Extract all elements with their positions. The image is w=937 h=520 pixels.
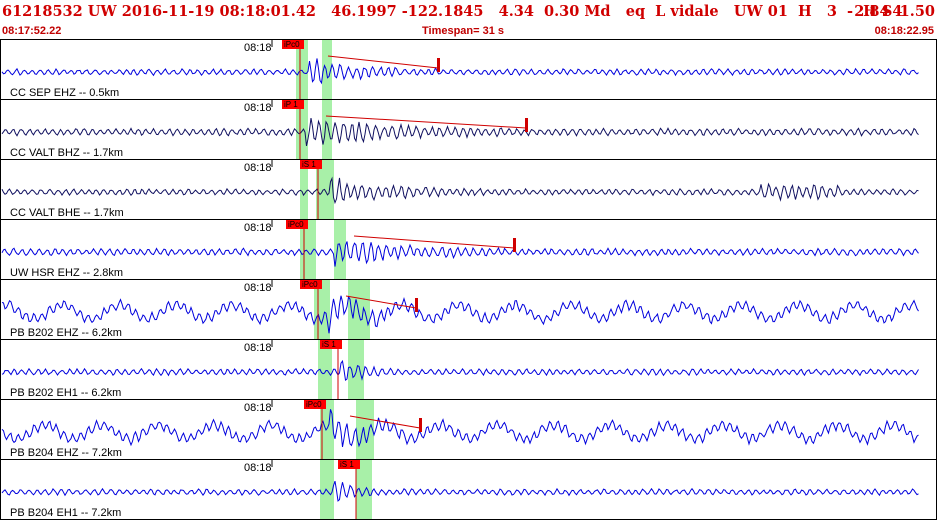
pick-label: iPc0 <box>284 40 300 49</box>
seismogram-panel[interactable]: 08:18 iPc0 CC SEP EHZ -- 0.5km 08:18 iP 1 CC … <box>0 39 937 520</box>
pick-window <box>296 99 308 159</box>
time-end: 08:18:22.95 <box>874 25 934 37</box>
channel-row[interactable]: 08:18 iPc0 PB B202 EHZ -- 6.2km <box>0 279 937 339</box>
waveform-trace <box>1 176 919 205</box>
pick-window <box>300 159 308 219</box>
coda-fit-line <box>345 295 417 309</box>
pick-flag[interactable] <box>300 160 322 169</box>
pick-window <box>296 39 308 99</box>
minute-tick-label: 08:18 <box>244 102 272 114</box>
pick-window <box>348 279 370 339</box>
minute-tick-label: 08:18 <box>244 162 272 174</box>
pick-window <box>322 39 332 99</box>
pick-flag[interactable] <box>338 460 360 469</box>
coda-marker <box>415 298 418 312</box>
minute-tick-label: 08:18 <box>244 462 272 474</box>
coda-fit-line <box>349 415 421 429</box>
minute-tick-label: 08:18 <box>244 342 272 354</box>
waveform-trace <box>1 118 919 147</box>
pick-window <box>356 459 372 519</box>
pick-window <box>316 159 334 219</box>
pick-window <box>322 99 332 159</box>
channel-label: UW HSR EHZ -- 2.8km <box>10 267 123 279</box>
channel-label: CC VALT BHZ -- 1.7km <box>10 147 123 159</box>
pick-flag[interactable] <box>286 220 308 229</box>
minute-tick-label: 08:18 <box>244 42 272 54</box>
scale-values: 2.84 1.50 <box>854 3 935 20</box>
pick-window <box>334 219 346 279</box>
pick-window <box>348 339 364 399</box>
channel-row[interactable]: 08:18 iPc0 UW HSR EHZ -- 2.8km <box>0 219 937 279</box>
coda-fit-line <box>327 55 439 69</box>
minute-tick-label: 08:18 <box>244 282 272 294</box>
waveform-trace <box>1 359 919 381</box>
channel-row[interactable]: 08:18 iPc0 PB B204 EHZ -- 7.2km <box>0 399 937 459</box>
coda-marker <box>513 238 516 252</box>
pick-flag[interactable] <box>304 400 326 409</box>
coda-fit-line <box>325 115 527 129</box>
pick-label: iS 1 <box>322 340 336 349</box>
coda-fit-line <box>353 235 515 249</box>
timespan-label: Timespan= 31 s <box>422 25 505 37</box>
pick-flag[interactable] <box>282 100 304 109</box>
waveform-trace <box>1 241 919 267</box>
channel-label: CC VALT BHE -- 1.7km <box>10 207 124 219</box>
pick-window <box>318 339 332 399</box>
waveform-trace <box>1 480 919 502</box>
pick-flag[interactable] <box>320 340 342 349</box>
event-info-line: 61218532 UW 2016-11-19 08:18:01.42 46.19… <box>2 3 903 20</box>
pick-label: iS 1 <box>302 160 316 169</box>
channel-label: PB B204 EHZ -- 7.2km <box>10 447 122 459</box>
coda-marker <box>525 118 528 132</box>
coda-marker <box>437 58 440 72</box>
minute-tick-label: 08:18 <box>244 222 272 234</box>
waveform-trace <box>1 58 919 85</box>
pick-label: iPc0 <box>306 400 322 409</box>
channel-label: PB B202 EH1 -- 6.2km <box>10 387 121 399</box>
waveform-trace <box>1 409 919 448</box>
pick-label: iPc0 <box>302 280 318 289</box>
channel-label: PB B202 EHZ -- 6.2km <box>10 327 122 339</box>
pick-flag[interactable] <box>300 280 322 289</box>
waveform-trace <box>1 295 919 334</box>
channel-label: PB B204 EH1 -- 7.2km <box>10 507 121 519</box>
pick-label: iS 1 <box>340 460 354 469</box>
pick-window <box>356 399 374 459</box>
channel-row[interactable]: 08:18 iS 1 CC VALT BHE -- 1.7km <box>0 159 937 219</box>
pick-flag[interactable] <box>282 40 304 49</box>
channel-row[interactable]: 08:18 iS 1 PB B204 EH1 -- 7.2km <box>0 459 937 519</box>
pick-label: iP 1 <box>284 100 298 109</box>
channel-row[interactable]: 08:18 iPc0 CC SEP EHZ -- 0.5km <box>0 39 937 99</box>
coda-marker <box>419 418 422 432</box>
channel-label: CC SEP EHZ -- 0.5km <box>10 87 119 99</box>
pick-label: iPc0 <box>288 220 304 229</box>
channel-row[interactable]: 08:18 iS 1 PB B202 EH1 -- 6.2km <box>0 339 937 399</box>
event-header: 61218532 UW 2016-11-19 08:18:01.42 46.19… <box>0 0 937 40</box>
minute-tick-label: 08:18 <box>244 402 272 414</box>
time-start: 08:17:52.22 <box>2 25 62 37</box>
pick-window <box>320 459 334 519</box>
channel-row[interactable]: 08:18 iP 1 CC VALT BHZ -- 1.7km <box>0 99 937 159</box>
